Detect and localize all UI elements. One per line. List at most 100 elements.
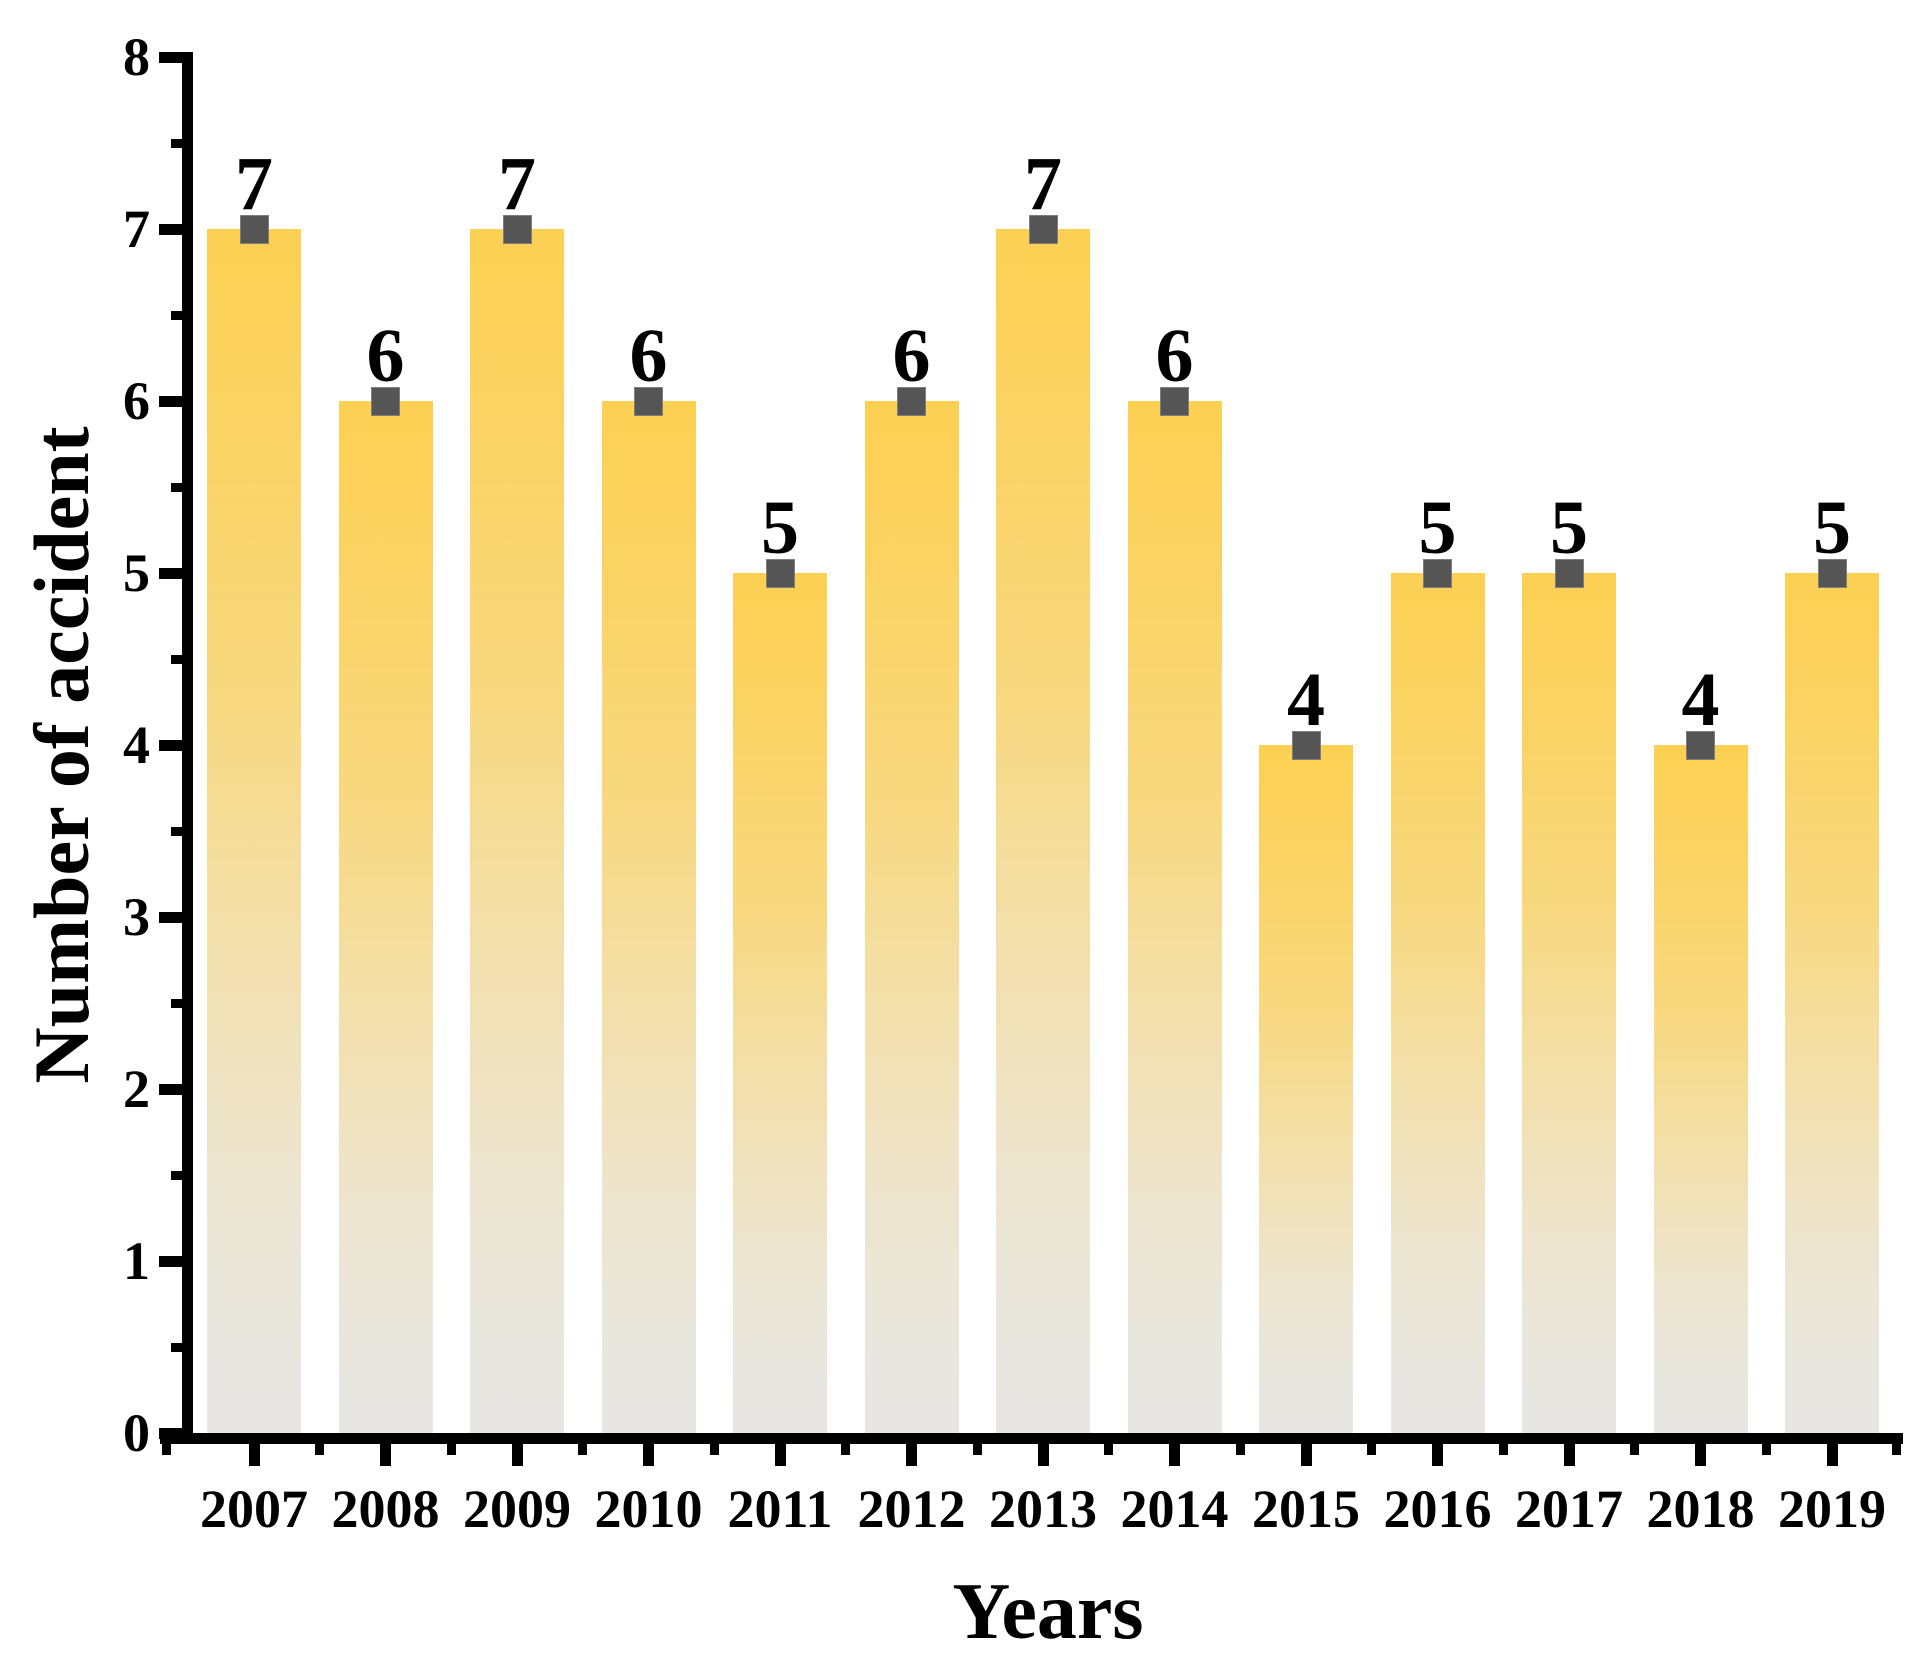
y-minor-tick [171,654,182,664]
bar-top-marker [1291,730,1321,760]
y-major-tick [159,223,182,235]
bar-top-marker [897,386,926,416]
y-minor-tick [171,138,182,148]
x-minor-tick [1367,1444,1377,1455]
y-major-tick [159,1427,182,1439]
x-major-tick [1563,1444,1575,1466]
y-tick-label: 3 [123,887,150,947]
x-major-tick [511,1444,523,1466]
x-major-tick [774,1444,786,1466]
x-minor-tick [841,1444,851,1455]
bar-value-label: 7 [1024,142,1062,226]
bar-value-label: 7 [498,142,536,226]
y-major-tick [159,567,182,579]
y-tick-label: 4 [123,715,150,775]
x-axis-line [160,1433,1903,1444]
bar [864,401,959,1433]
bar-top-marker [1160,386,1189,416]
y-tick-label: 5 [123,543,150,603]
bar-top-marker [502,214,532,244]
x-tick-label: 2019 [1778,1479,1886,1539]
bar-value-label: 7 [235,142,273,226]
bar [733,573,827,1433]
y-tick-label: 8 [123,27,150,87]
x-minor-tick [1498,1444,1508,1455]
bar-value-label: 5 [1813,486,1851,570]
x-tick-label: 2014 [1120,1479,1229,1539]
y-minor-tick [171,998,182,1008]
y-minor-tick [171,1342,182,1352]
bar [601,401,696,1433]
x-major-tick [248,1444,260,1466]
bar [338,401,433,1433]
x-minor-tick [1235,1444,1245,1455]
x-tick-label: 2009 [463,1479,571,1539]
x-minor-tick [1630,1444,1640,1455]
bar-top-marker [239,214,269,244]
x-tick-label: 2017 [1515,1479,1623,1539]
x-major-tick [1300,1444,1312,1466]
x-minor-tick [1104,1444,1114,1455]
x-minor-tick [972,1444,982,1455]
y-tick-label: 7 [123,199,150,259]
bar [1390,573,1485,1433]
y-major-tick [159,1083,182,1095]
bar-value-label: 4 [1681,658,1720,742]
y-axis-line [182,52,193,1444]
x-tick-label: 2018 [1646,1479,1755,1539]
x-minor-tick [446,1444,456,1455]
x-major-tick [380,1444,391,1466]
bar-value-label: 6 [629,314,668,398]
x-minor-tick [578,1444,588,1455]
bar [996,229,1090,1433]
bar-top-marker [1686,730,1715,760]
y-minor-tick [171,826,182,836]
bar-top-marker [1028,214,1058,244]
x-major-tick [1826,1444,1838,1466]
x-minor-tick [162,1444,171,1455]
bar-top-marker [1554,558,1584,588]
bar [1653,745,1748,1433]
bar [207,229,301,1433]
y-major-tick [159,739,182,751]
bar [1259,745,1353,1433]
x-tick-label: 2011 [727,1479,833,1539]
bar-value-label: 5 [1418,486,1457,570]
y-tick-label: 0 [123,1403,150,1463]
x-minor-tick [1761,1444,1771,1455]
x-tick-label: 2010 [594,1479,703,1539]
bar-value-label: 4 [1287,658,1325,742]
y-minor-tick [171,1170,182,1180]
bar-top-marker [1423,558,1452,588]
x-major-tick [906,1444,917,1466]
bar [1522,573,1616,1433]
bar-top-marker [371,386,400,416]
bar-top-marker [634,386,663,416]
y-tick-label: 2 [123,1059,150,1119]
y-major-tick [159,911,182,923]
x-major-tick [1432,1444,1443,1466]
bar-value-label: 6 [1155,314,1194,398]
x-minor-tick [1892,1444,1901,1455]
x-tick-label: 2015 [1252,1479,1360,1539]
y-major-tick [159,51,182,63]
x-major-tick [1037,1444,1049,1466]
x-tick-label: 2013 [989,1479,1097,1539]
y-major-tick [159,395,182,407]
bar-value-label: 6 [366,314,405,398]
x-tick-label: 2016 [1383,1479,1492,1539]
x-minor-tick [315,1444,325,1455]
bar-top-marker [765,558,795,588]
bar [470,229,564,1433]
x-tick-label: 2008 [331,1479,440,1539]
bar-top-marker [1817,558,1847,588]
y-minor-tick [171,310,182,320]
y-minor-tick [171,482,182,492]
y-tick-label: 1 [123,1231,150,1291]
bar [1785,573,1879,1433]
x-tick-label: 2012 [857,1479,966,1539]
y-tick-label: 6 [123,371,150,431]
x-minor-tick [709,1444,719,1455]
x-major-tick [1695,1444,1706,1466]
x-major-tick [1169,1444,1180,1466]
